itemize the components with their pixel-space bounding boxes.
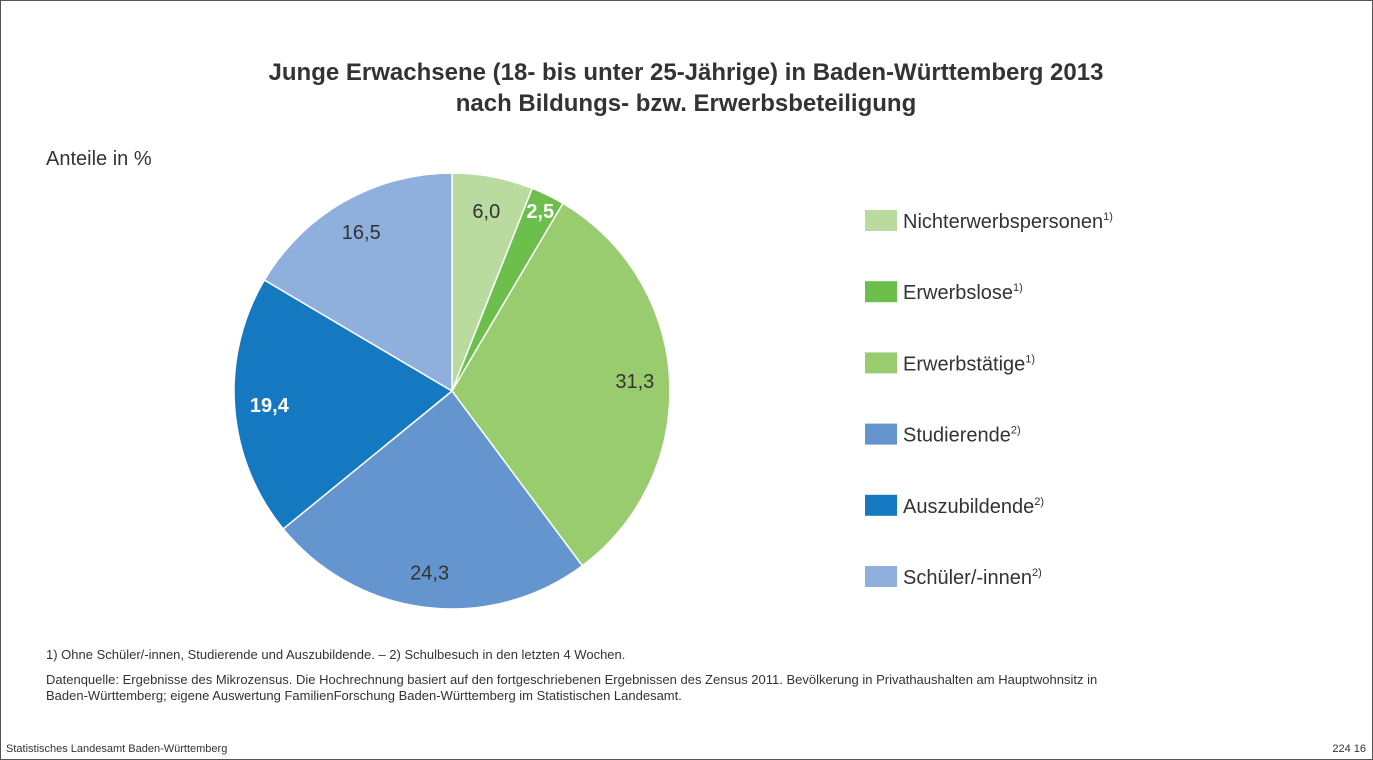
- footer: Statistisches Landesamt Baden-Württember…: [6, 743, 227, 755]
- legend-label: Erwerbstätige: [903, 353, 1025, 375]
- legend-note: 1): [1013, 282, 1023, 294]
- legend-label: Erwerbstätige1): [903, 353, 1035, 375]
- legend-note: 1): [1025, 353, 1035, 365]
- data-label: 31,3: [615, 371, 654, 393]
- legend-swatch: [865, 210, 897, 231]
- pie-slice: [233, 279, 454, 530]
- legend-swatch: [865, 566, 897, 587]
- legend-label: Nichterwerbspersonen: [903, 211, 1103, 233]
- footer: 224 16: [1332, 743, 1366, 755]
- legend-swatch: [865, 423, 897, 445]
- data-label: 19,4: [250, 395, 290, 417]
- data-label: 24,3: [410, 563, 449, 585]
- legend-swatch: [865, 281, 897, 303]
- legend-label: Nichterwerbspersonen1): [903, 211, 1113, 233]
- legend-note: 2): [1034, 496, 1044, 508]
- chart-title: nach Bildungs- bzw. Erwerbsbeteiligung: [456, 90, 916, 117]
- legend-swatch: [865, 352, 897, 374]
- footnote: Datenquelle: Ergebnisse des Mikrozensus.…: [46, 672, 1097, 687]
- pie-slice: [451, 202, 671, 567]
- data-label: 2,5: [526, 201, 554, 223]
- legend-swatch: [865, 494, 897, 516]
- legend-note: 1): [1103, 211, 1113, 223]
- legend-label: Studierende2): [903, 425, 1021, 447]
- pie-slice: [282, 389, 584, 610]
- subtitle: Anteile in %: [46, 148, 152, 170]
- legend-note: 2): [1011, 425, 1021, 437]
- pie-slice: [263, 172, 453, 393]
- footnote: Baden-Württemberg; eigene Auswertung Fam…: [46, 688, 682, 703]
- legend-label: Schüler/-innen2): [903, 567, 1042, 589]
- legend-label: Studierende: [903, 425, 1011, 447]
- legend-label: Schüler/-innen: [903, 567, 1032, 589]
- legend-note: 2): [1032, 567, 1042, 579]
- data-label: 16,5: [342, 222, 381, 244]
- footnote: 1) Ohne Schüler/-innen, Studierende und …: [46, 647, 625, 662]
- legend-label: Auszubildende: [903, 496, 1034, 518]
- legend-label: Erwerbslose1): [903, 282, 1023, 304]
- data-label: 6,0: [472, 201, 500, 223]
- legend-label: Erwerbslose: [903, 282, 1013, 304]
- chart-title: Junge Erwachsene (18- bis unter 25-Jähri…: [269, 59, 1104, 86]
- legend-label: Auszubildende2): [903, 496, 1044, 518]
